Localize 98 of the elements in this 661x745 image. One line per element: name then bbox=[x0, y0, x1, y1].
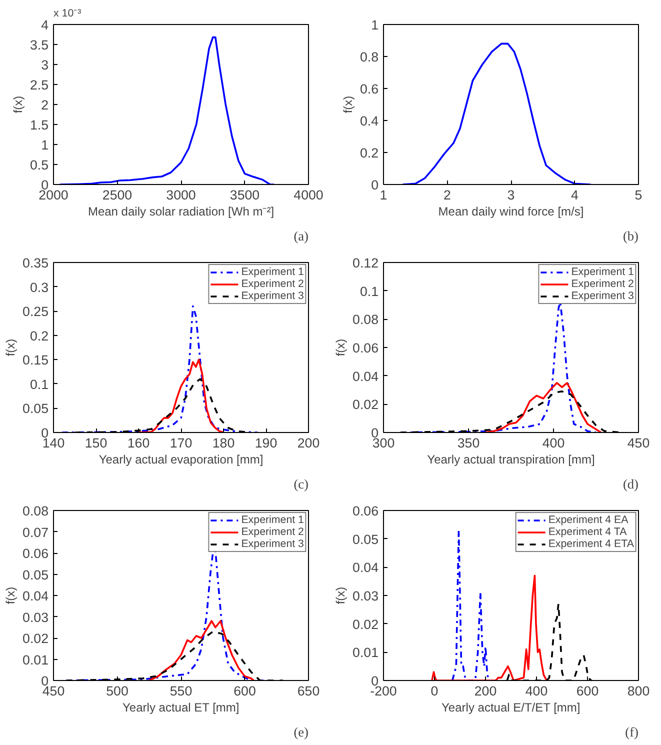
y-tick-label: 1 bbox=[371, 18, 379, 32]
x-tick-label: 2 bbox=[444, 188, 451, 202]
x-tick-label: 600 bbox=[234, 684, 256, 698]
y-tick-label: 2 bbox=[41, 98, 49, 112]
x-tick-label: 600 bbox=[576, 684, 599, 698]
y-tick-label: 0.02 bbox=[352, 616, 379, 632]
legend-label: Experiment 2 bbox=[241, 526, 304, 538]
x-tick-label: 550 bbox=[170, 684, 192, 698]
y-tick-label: 0.2 bbox=[360, 146, 379, 160]
y-tick-label: 0.07 bbox=[22, 524, 49, 540]
y-tick-label: 0.06 bbox=[352, 340, 379, 356]
y-tick-label: 0.35 bbox=[22, 256, 49, 270]
legend-label: Experiment 1 bbox=[241, 514, 304, 526]
y-tick-label: 0.02 bbox=[352, 397, 379, 412]
x-tick-label: 400 bbox=[525, 684, 548, 698]
x-tick-label: 350 bbox=[457, 436, 480, 450]
y-tick-label: 0.1 bbox=[30, 376, 49, 392]
x-tick-label: 3 bbox=[507, 188, 515, 202]
y-tick-label: 0.04 bbox=[352, 368, 380, 384]
y-tick-label: 1 bbox=[41, 138, 49, 152]
y-axis-title: f(x) bbox=[4, 586, 18, 604]
x-tick-label: 3500 bbox=[230, 188, 260, 202]
x-tick-label: 650 bbox=[297, 684, 320, 698]
x-axis-title: Yearly actual E/T/ET [mm] bbox=[442, 700, 580, 714]
legend-label: Experiment 2 bbox=[571, 278, 634, 290]
x-axis-title: Mean daily solar radiation [Wh m⁻²] bbox=[88, 204, 274, 218]
x-tick-label: 5 bbox=[634, 188, 642, 202]
x-tick-label: 150 bbox=[84, 436, 108, 450]
text: x 10⁻³ bbox=[54, 8, 82, 20]
y-axis-title: f(x) bbox=[4, 338, 18, 356]
x-tick-label: 200 bbox=[474, 684, 497, 698]
y-tick-label: 0.04 bbox=[352, 560, 380, 576]
y-tick-label: 0.8 bbox=[360, 50, 379, 64]
x-tick-label: 3000 bbox=[166, 188, 196, 202]
y-tick-label: 0.25 bbox=[22, 304, 49, 320]
x-axis-title: Yearly actual transpiration [mm] bbox=[427, 452, 595, 466]
y-tick-label: 0.4 bbox=[360, 114, 380, 128]
x-tick-label: 190 bbox=[254, 436, 278, 450]
y-tick-label: 0.02 bbox=[22, 631, 49, 646]
y-tick-label: 0.08 bbox=[352, 312, 379, 328]
y-tick-label: 0.05 bbox=[22, 567, 49, 582]
text: (f) bbox=[625, 724, 639, 740]
legend-label: Experiment 4 ETA bbox=[548, 538, 634, 550]
x-tick-label: 4 bbox=[571, 188, 580, 202]
text: (b) bbox=[622, 228, 639, 244]
x-tick-label: 0 bbox=[430, 684, 438, 698]
legend-label: Experiment 3 bbox=[571, 290, 634, 302]
legend-label: Experiment 3 bbox=[241, 290, 304, 302]
y-tick-label: 0.06 bbox=[352, 504, 379, 518]
y-tick-label: 0.04 bbox=[22, 588, 50, 604]
y-tick-label: 0.01 bbox=[352, 645, 379, 660]
y-tick-label: 0.03 bbox=[352, 588, 379, 604]
y-tick-label: 2.5 bbox=[30, 78, 49, 92]
legend-label: Experiment 1 bbox=[241, 266, 304, 278]
y-axis-title: f(x) bbox=[334, 586, 348, 604]
text: (c) bbox=[294, 476, 309, 492]
y-tick-label: 0.08 bbox=[22, 504, 49, 518]
legend-label: Experiment 2 bbox=[241, 278, 304, 290]
x-axis-title: Mean daily wind force [m/s] bbox=[438, 204, 584, 218]
y-tick-label: 3 bbox=[41, 58, 49, 72]
legend-label: Experiment 4 TA bbox=[548, 526, 627, 538]
y-tick-label: 0.05 bbox=[22, 401, 49, 416]
y-tick-label: 4 bbox=[41, 18, 50, 32]
y-axis-title: f(x) bbox=[10, 96, 25, 114]
x-tick-label: 200 bbox=[297, 436, 320, 450]
legend-label: Experiment 4 EA bbox=[548, 514, 628, 526]
y-tick-label: 0.01 bbox=[22, 652, 49, 668]
x-tick-label: 2500 bbox=[102, 188, 132, 202]
y-axis-title: f(x) bbox=[334, 338, 348, 356]
x-tick-label: 160 bbox=[127, 436, 150, 450]
x-tick-label: 500 bbox=[106, 684, 128, 698]
y-tick-label: 0.03 bbox=[22, 610, 49, 625]
x-tick-label: 450 bbox=[627, 436, 650, 450]
y-tick-label: 0.05 bbox=[352, 532, 379, 547]
y-tick-label: 0.12 bbox=[352, 256, 379, 270]
y-tick-label: 0.6 bbox=[360, 82, 379, 96]
x-tick-label: 170 bbox=[170, 436, 192, 450]
text: (e) bbox=[294, 724, 309, 740]
y-tick-label: 0.06 bbox=[22, 546, 49, 561]
y-tick-label: 1.5 bbox=[30, 118, 49, 132]
legend-label: Experiment 1 bbox=[571, 266, 634, 278]
y-tick-label: 0.5 bbox=[30, 158, 49, 172]
y-tick-label: 3.5 bbox=[30, 38, 49, 52]
y-tick-label: 0.15 bbox=[22, 352, 49, 368]
y-axis-title: f(x) bbox=[340, 96, 355, 114]
x-axis-title: Yearly actual evaporation [mm] bbox=[98, 452, 264, 466]
x-tick-label: 4000 bbox=[294, 188, 324, 202]
y-tick-label: 0.1 bbox=[360, 284, 379, 299]
legend-label: Experiment 3 bbox=[241, 538, 304, 550]
x-axis-title: Yearly actual ET [mm] bbox=[122, 700, 240, 714]
x-tick-label: 400 bbox=[542, 436, 565, 450]
x-tick-label: 800 bbox=[627, 684, 650, 698]
y-tick-label: 0.2 bbox=[30, 328, 49, 344]
y-tick-label: 0 bbox=[371, 178, 379, 192]
y-tick-label: 0.3 bbox=[30, 280, 49, 295]
x-tick-label: 180 bbox=[212, 436, 235, 450]
text: (a) bbox=[294, 228, 309, 244]
text: (d) bbox=[622, 476, 639, 492]
